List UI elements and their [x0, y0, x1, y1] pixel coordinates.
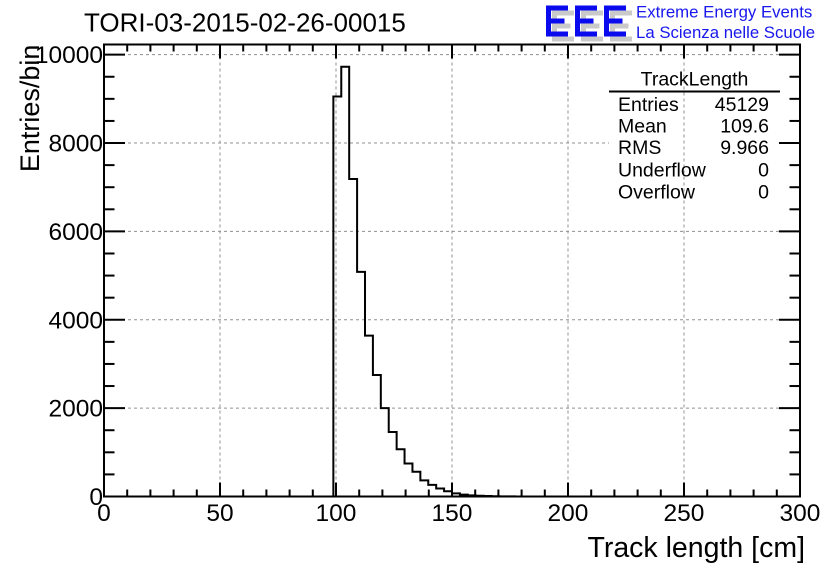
- stats-label-entries: Entries: [618, 94, 679, 116]
- stats-label-rms: RMS: [618, 137, 661, 159]
- stats-title: TrackLength: [641, 69, 749, 91]
- stats-box: TrackLength Entries 45129 Mean 109.6 RMS…: [609, 69, 780, 204]
- eee-logo-shadow-icon: [552, 10, 632, 42]
- eee-logo: Extreme Energy Events La Scienza nelle S…: [546, 3, 815, 42]
- y-axis-tick-labels: 0 2000 4000 6000 8000 10000: [35, 42, 103, 511]
- x-tick-label: 200: [548, 500, 589, 527]
- y-axis-title: Entries/bin: [15, 45, 45, 173]
- stats-label-overflow: Overflow: [618, 182, 696, 204]
- logo-text-line1: Extreme Energy Events: [636, 3, 812, 22]
- x-tick-label: 300: [780, 500, 821, 527]
- page-title: TORI-03-2015-02-26-00015: [84, 8, 406, 38]
- x-tick-label: 150: [432, 500, 473, 527]
- y-tick-label: 10000: [35, 42, 103, 69]
- x-tick-label: 250: [664, 500, 705, 527]
- stats-label-mean: Mean: [618, 116, 667, 138]
- stats-value-underflow: 0: [758, 160, 769, 182]
- y-tick-label: 6000: [48, 219, 103, 246]
- stats-label-underflow: Underflow: [618, 160, 707, 182]
- y-tick-label: 2000: [48, 396, 103, 423]
- y-tick-label: 4000: [48, 307, 103, 334]
- x-axis-tick-labels: 0 50 100 150 200 250 300: [97, 500, 820, 527]
- axis-ticks: [103, 44, 801, 498]
- x-axis-title: Track length [cm]: [587, 532, 805, 564]
- stats-box-background: [609, 58, 780, 211]
- logo-text-line2: La Scienza nelle Scuole: [636, 23, 815, 42]
- y-tick-label: 8000: [48, 131, 103, 158]
- y-tick-label: 0: [89, 484, 103, 511]
- eee-logo-icon: [546, 5, 626, 37]
- x-tick-label: 100: [316, 500, 357, 527]
- stats-value-overflow: 0: [758, 182, 769, 204]
- stats-value-mean: 109.6: [720, 116, 769, 138]
- stats-value-rms: 9.966: [720, 137, 769, 159]
- stats-value-entries: 45129: [715, 94, 769, 116]
- x-tick-label: 0: [97, 500, 111, 527]
- x-tick-label: 50: [206, 500, 233, 527]
